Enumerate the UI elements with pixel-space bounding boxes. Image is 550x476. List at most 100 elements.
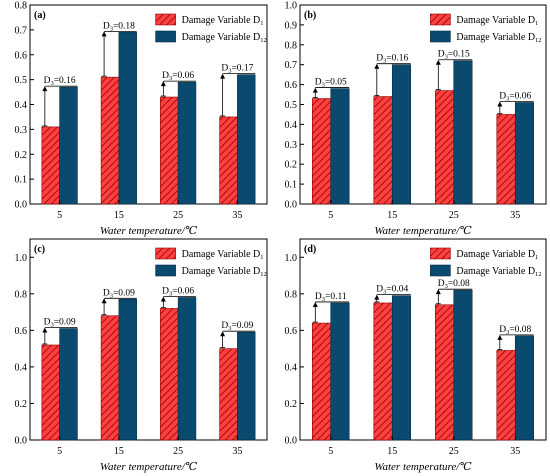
annotation-d3-label: D3=0.05 [315,78,347,89]
y-tick-label: 0.5 [15,75,28,86]
x-tick-label: 15 [387,210,397,221]
annotation-d3-label: D3=0.09 [103,288,135,299]
annotation-arrowhead [312,87,318,93]
y-tick-label: 0.1 [15,175,28,186]
annotation-arrowhead [101,298,107,304]
panel-label: (b) [304,10,316,21]
y-tick-label: 0.7 [15,25,28,36]
annotation-arrowhead [42,327,48,333]
bar-d1-35 [219,348,238,441]
bar-d1-5 [311,322,332,441]
bar-d12-15 [118,32,137,205]
bar-d12-35 [237,331,256,441]
legend-label-d1: Damage Variable D1 [182,249,264,261]
x-tick-label: 5 [328,210,333,221]
bar-d1-35 [496,350,516,441]
legend-label-d12: Damage Variable D12 [182,266,267,278]
annotation-arrowhead [160,81,166,87]
y-tick-label: 0.8 [15,289,28,300]
legend-label-d1: Damage Variable D1 [456,15,538,27]
annotation-arrowhead [497,334,503,340]
annotation-d3-label: D3=0.08 [499,325,531,336]
annotation-arrowhead [435,59,441,65]
annotation-arrowhead [435,289,441,295]
annotation-arrowhead [497,101,503,107]
annotation-d3-label: D3=0.15 [438,50,470,61]
legend-swatch-d12 [430,30,451,43]
legend-swatch-d1 [155,247,176,260]
y-tick-label: 0.8 [285,289,298,300]
x-tick-label: 35 [510,210,520,221]
legend-label-d1: Damage Variable D1 [456,249,538,261]
bar-d1-35 [219,116,238,205]
bar-d1-25 [160,96,179,205]
y-tick-label: 0.4 [285,362,298,373]
annotation-arrowhead [374,63,380,69]
x-axis-label: Water temperature/℃ [374,225,472,237]
annotation-d3-label: D3=0.04 [376,285,408,296]
y-tick-label: 0.6 [15,326,28,337]
x-tick-label: 25 [449,210,459,221]
y-tick-label: 0.6 [285,80,298,91]
annotation-arrowhead [220,73,226,79]
x-axis-label: Water temperature/℃ [100,461,198,473]
bar-d1-35 [496,114,516,205]
annotation-arrowhead [160,296,166,302]
x-axis-label: Water temperature/℃ [374,461,472,473]
annotation-d3-label: D3=0.08 [438,279,470,290]
annotation-d3-label: D3=0.06 [162,286,194,297]
plot-frame [299,238,547,441]
y-tick-label: 1.0 [15,253,28,264]
bar-d1-25 [160,308,179,441]
chart-panel-1: 0.0 0.1 0.2 0.3 0.4 0.5 0.6 0.7 0.8 (a) 5 D3=0.16 15… [15,1,268,237]
legend-swatch-d1 [155,13,176,26]
x-tick-label: 15 [114,446,124,457]
annotation-d3-label: D3=0.18 [103,21,135,32]
legend-swatch-d12 [155,264,176,277]
annotation-d3-label: D3=0.06 [499,92,531,103]
y-tick-label: 0.9 [285,20,298,31]
bar-d12-15 [118,298,137,441]
panel-label: (d) [304,244,316,255]
legend-label-d12: Damage Variable D12 [182,32,267,44]
y-tick-label: 0.2 [15,150,28,161]
x-tick-label: 25 [173,446,183,457]
annotation-arrowhead [220,331,226,337]
y-tick-label: 0.1 [285,180,298,191]
x-tick-label: 35 [510,446,520,457]
annotation-d3-label: D3=0.17 [221,64,253,75]
bar-d1-25 [434,304,455,441]
chart-panel-2: 0.0 0.1 0.2 0.3 0.4 0.5 0.6 0.7 0.8 0.9 1.0 (b) 5 D3=… [285,1,547,237]
bar-d12-5 [330,88,350,205]
legend-swatch-d12 [430,264,451,277]
y-tick-label: 0.2 [285,160,298,171]
y-tick-label: 0.6 [15,50,28,61]
bar-d1-15 [100,76,120,205]
chart-panel-3: 0.0 0.2 0.4 0.6 0.8 1.0 (c) 5 D3=0.09 15 D3=0.09 25… [15,238,268,473]
legend-swatch-d1 [430,247,451,260]
y-tick-label: 0.7 [285,60,298,71]
bar-d12-15 [391,295,412,441]
x-tick-label: 35 [232,210,242,221]
x-tick-label: 35 [232,446,242,457]
annotation-arrowhead [374,294,380,300]
bar-d1-15 [100,315,120,441]
annotation-d3-label: D3=0.16 [376,54,408,65]
annotation-arrowhead [101,31,107,37]
bar-d12-15 [391,64,412,205]
bar-d12-25 [177,297,197,441]
y-tick-label: 0.0 [15,200,28,211]
bar-d1-5 [41,344,60,441]
x-tick-label: 25 [173,210,183,221]
bar-d12-5 [59,328,78,441]
y-tick-label: 0.0 [285,436,298,447]
y-tick-label: 0.4 [285,120,298,131]
bar-d12-35 [514,335,535,441]
bar-d1-5 [311,98,332,205]
bar-d1-5 [41,126,60,205]
y-tick-label: 0.8 [15,1,28,12]
bar-d12-5 [59,86,78,205]
x-tick-label: 5 [328,446,333,457]
annotation-arrowhead [312,301,318,307]
